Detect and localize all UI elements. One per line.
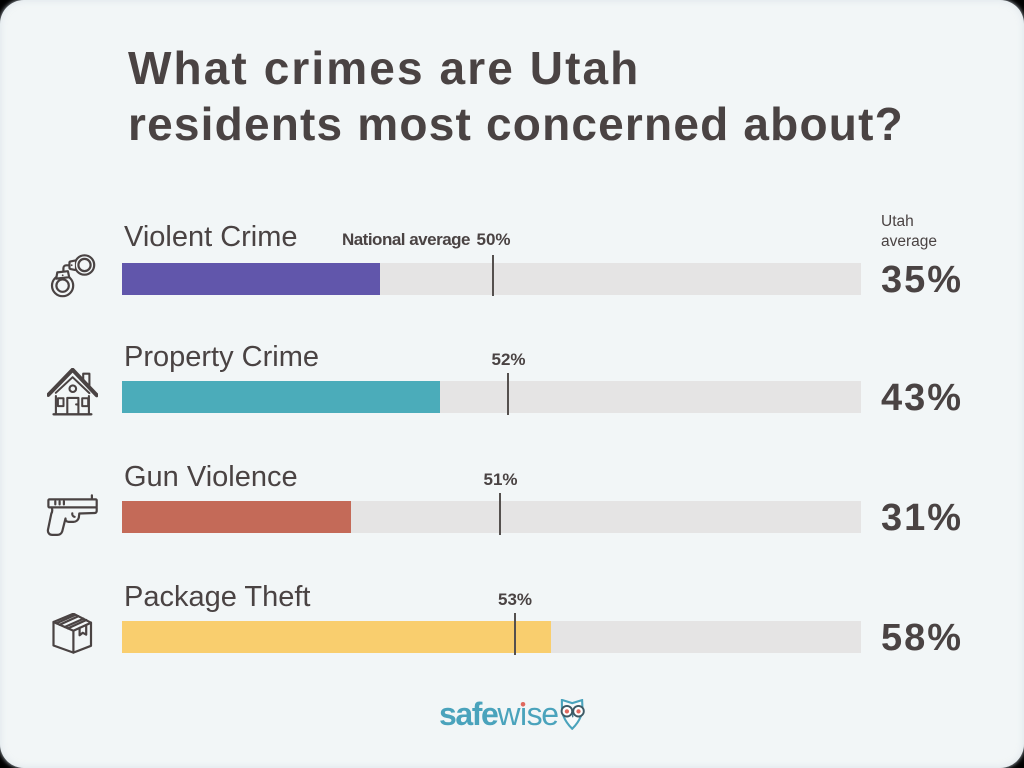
svg-text:wıse: wıse [496,697,558,732]
svg-text:safe: safe [439,697,498,732]
